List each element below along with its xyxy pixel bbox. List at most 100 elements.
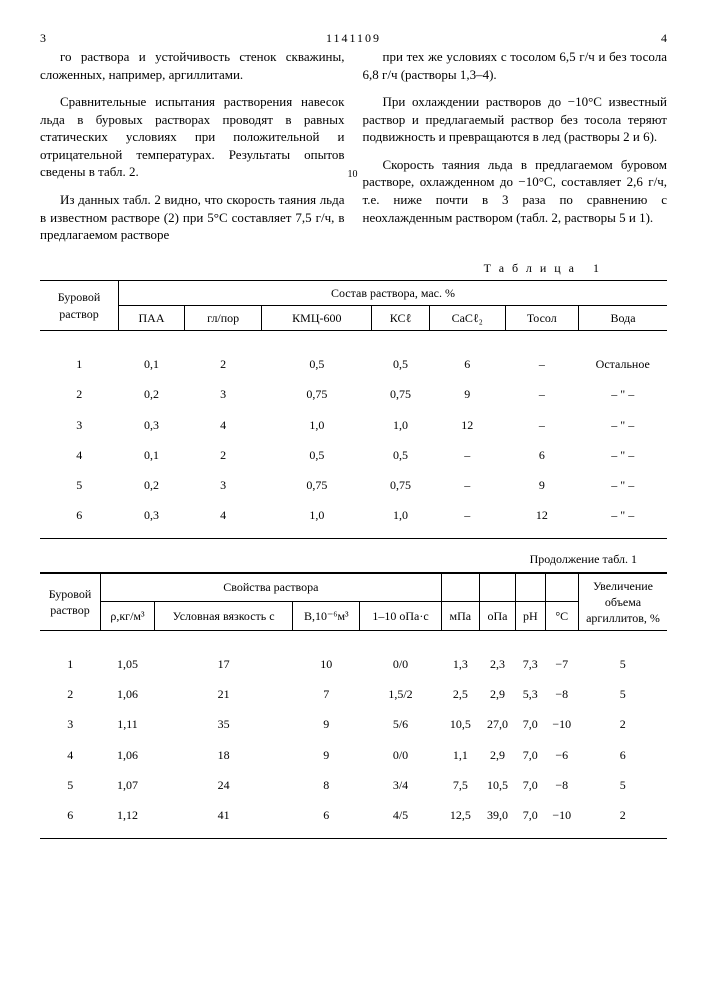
table-cell: 7,0 bbox=[516, 709, 546, 739]
table-cell: 5 bbox=[40, 470, 119, 500]
table-cell: 35 bbox=[154, 709, 292, 739]
doc-number: 1141109 bbox=[46, 30, 661, 46]
table-cell: 0,5 bbox=[372, 440, 429, 470]
table-cell: – bbox=[505, 410, 578, 440]
text-columns: го раствора и устойчивость стенок скважи… bbox=[40, 48, 667, 253]
table-cell: 7,0 bbox=[516, 800, 546, 830]
t1-h-main: Буровой раствор bbox=[40, 280, 119, 330]
table-cell: 9 bbox=[429, 379, 505, 409]
table-cell: 5 bbox=[40, 770, 101, 800]
table-cell: 39,0 bbox=[479, 800, 515, 830]
table2-caption: Продолжение табл. 1 bbox=[40, 551, 637, 567]
table-cell: 1,0 bbox=[262, 500, 372, 530]
table-cell: 21 bbox=[154, 679, 292, 709]
table-cell: – bbox=[429, 500, 505, 530]
t1-col: Вода bbox=[579, 306, 668, 331]
table-cell: 1,05 bbox=[101, 649, 155, 679]
table-cell: 0/0 bbox=[360, 740, 441, 770]
para: Сравнительные испытания растворения наве… bbox=[40, 93, 345, 181]
table-cell: 4/5 bbox=[360, 800, 441, 830]
table-cell: – bbox=[429, 470, 505, 500]
table-cell: 10 bbox=[293, 649, 360, 679]
table-cell: – " – bbox=[579, 379, 668, 409]
table-cell: −8 bbox=[545, 679, 578, 709]
t1-col: Тосол bbox=[505, 306, 578, 331]
table-cell: 3 bbox=[40, 410, 119, 440]
para: при тех же условиях с тосолом 6,5 г/ч и … bbox=[363, 48, 668, 83]
table-cell: 2,9 bbox=[479, 679, 515, 709]
t2-col: В,10⁻⁶м³ bbox=[293, 602, 360, 631]
t2-h-last: Увеличение объема аргиллитов, % bbox=[579, 573, 668, 631]
table-cell: 1,0 bbox=[372, 500, 429, 530]
table-cell: 0,75 bbox=[262, 379, 372, 409]
table-cell: 6 bbox=[293, 800, 360, 830]
t2-col: рН bbox=[516, 602, 546, 631]
table-1: Буровой раствор Состав раствора, мас. % … bbox=[40, 280, 667, 540]
table-cell: 9 bbox=[505, 470, 578, 500]
table-cell: 1,06 bbox=[101, 740, 155, 770]
t2-col: ρ,кг/м³ bbox=[101, 602, 155, 631]
table-cell: 0,5 bbox=[372, 349, 429, 379]
table-cell: 4 bbox=[184, 500, 261, 530]
t2-h-group: Свойства раствора bbox=[101, 573, 442, 602]
table-cell: 4 bbox=[40, 440, 119, 470]
table-cell: 0,3 bbox=[119, 410, 185, 440]
table-cell: −6 bbox=[545, 740, 578, 770]
table-cell: −8 bbox=[545, 770, 578, 800]
table-cell: 2 bbox=[40, 379, 119, 409]
table-cell: 6 bbox=[505, 440, 578, 470]
t2-col: Условная вязкость с bbox=[154, 602, 292, 631]
table-cell: 10,5 bbox=[479, 770, 515, 800]
table-cell: 1,06 bbox=[101, 679, 155, 709]
t2-col: мПа bbox=[441, 602, 479, 631]
table-cell: 0,75 bbox=[372, 379, 429, 409]
table-cell: – bbox=[505, 379, 578, 409]
table-2: Буровой раствор Свойства раствора Увелич… bbox=[40, 573, 667, 840]
page-num-right: 4 bbox=[661, 30, 667, 46]
table-cell: – bbox=[429, 440, 505, 470]
table-cell: – " – bbox=[579, 440, 668, 470]
table-cell: 1,3 bbox=[441, 649, 479, 679]
t1-col: КМЦ-600 bbox=[262, 306, 372, 331]
para: Скорость таяния льда в предлагаемом буро… bbox=[363, 156, 668, 226]
table-cell: 24 bbox=[154, 770, 292, 800]
table-cell: 12 bbox=[505, 500, 578, 530]
table-cell: 3 bbox=[184, 379, 261, 409]
t1-col: гл/пор bbox=[184, 306, 261, 331]
table-cell: 6 bbox=[40, 800, 101, 830]
table-cell: Остальное bbox=[579, 349, 668, 379]
table-cell: 10,5 bbox=[441, 709, 479, 739]
t1-col: СаСℓ₂ bbox=[429, 306, 505, 331]
table-cell: 3 bbox=[184, 470, 261, 500]
t2-col: оПа bbox=[479, 602, 515, 631]
table1-caption: Таблица 1 bbox=[40, 260, 607, 276]
left-column: го раствора и устойчивость стенок скважи… bbox=[40, 48, 345, 253]
table-cell: 0,3 bbox=[119, 500, 185, 530]
table-cell: 2 bbox=[579, 800, 668, 830]
t1-h-group: Состав раствора, мас. % bbox=[119, 280, 668, 305]
table-cell: 1 bbox=[40, 349, 119, 379]
table-cell: 2 bbox=[184, 440, 261, 470]
para: го раствора и устойчивость стенок скважи… bbox=[40, 48, 345, 83]
table-cell: 2,5 bbox=[441, 679, 479, 709]
table-cell: 8 bbox=[293, 770, 360, 800]
table-cell: 1,0 bbox=[372, 410, 429, 440]
table-cell: 1,07 bbox=[101, 770, 155, 800]
table-cell: 27,0 bbox=[479, 709, 515, 739]
table-cell: 5 bbox=[579, 679, 668, 709]
para: Из данных табл. 2 видно, что скорость та… bbox=[40, 191, 345, 244]
right-column: при тех же условиях с тосолом 6,5 г/ч и … bbox=[363, 48, 668, 253]
table-cell: 12,5 bbox=[441, 800, 479, 830]
table-cell: 9 bbox=[293, 740, 360, 770]
t1-col: ПАА bbox=[119, 306, 185, 331]
table-cell: 7,5 bbox=[441, 770, 479, 800]
table-cell: 7,0 bbox=[516, 740, 546, 770]
table-cell: – bbox=[505, 349, 578, 379]
table-cell: 0,5 bbox=[262, 349, 372, 379]
table-cell: 0,75 bbox=[262, 470, 372, 500]
table-cell: – " – bbox=[579, 410, 668, 440]
table-cell: 7,3 bbox=[516, 649, 546, 679]
table-cell: 0,2 bbox=[119, 470, 185, 500]
table-cell: 0,5 bbox=[262, 440, 372, 470]
table-cell: 9 bbox=[293, 709, 360, 739]
